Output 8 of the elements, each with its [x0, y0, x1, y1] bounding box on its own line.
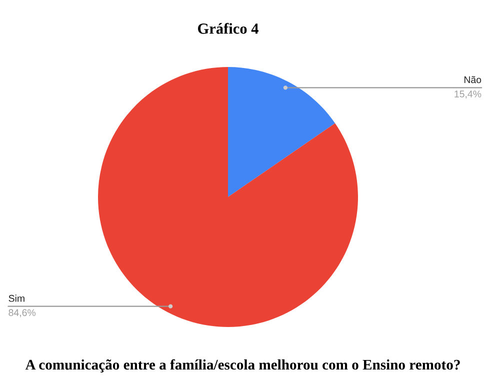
slice-label: Não — [464, 76, 482, 84]
data-label: 84,6% — [8, 309, 36, 318]
chart-title: Gráfico 4 — [198, 22, 258, 34]
data-label: 15,4% — [454, 90, 482, 99]
slice-label: Sim — [8, 294, 24, 302]
pie-slice — [228, 67, 336, 197]
pie-slice — [98, 67, 358, 327]
text: A comunicação entre a família/escola melhorou com o Ensino remoto? — [25, 359, 460, 373]
